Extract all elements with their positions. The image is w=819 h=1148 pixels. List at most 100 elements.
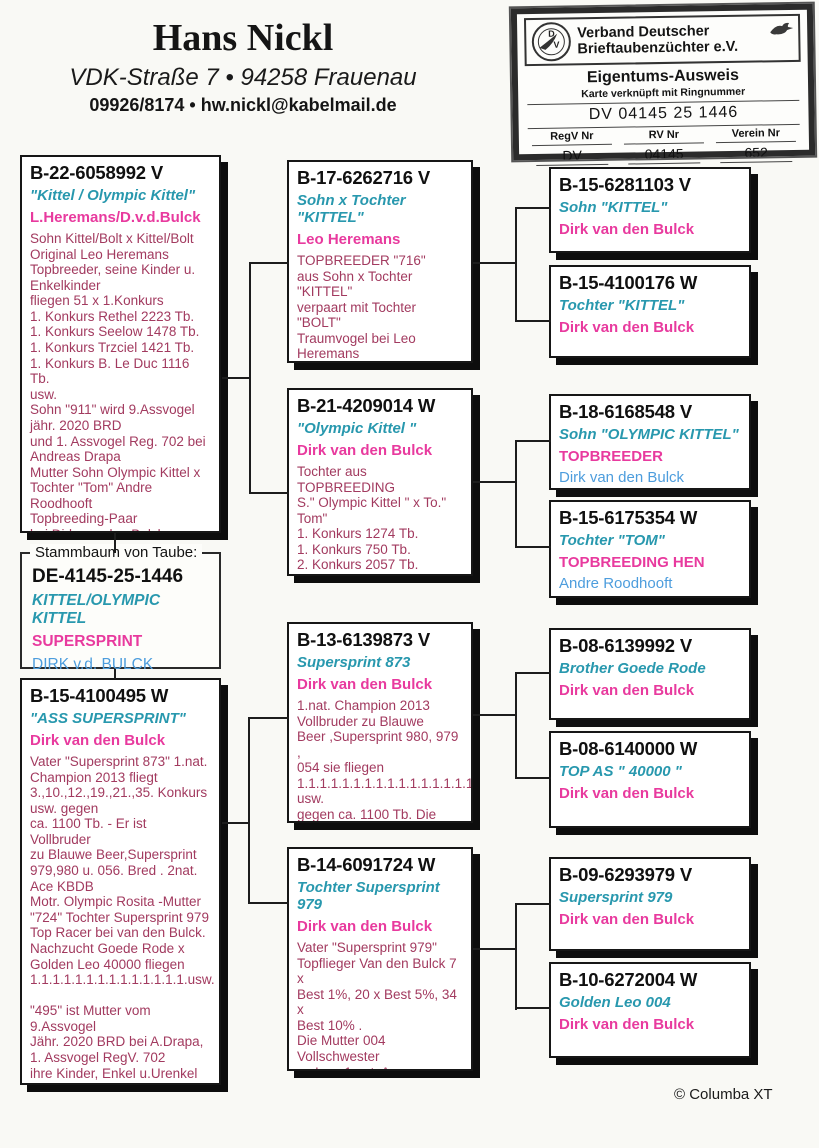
badge-ring-number: DV 04145 25 1446 — [588, 103, 739, 124]
ring-number: B-08-6139992 V — [559, 635, 692, 656]
connector-line — [515, 903, 551, 905]
connector-line — [515, 440, 517, 548]
pigeon-name: TOP AS " 40000 " — [559, 763, 682, 780]
ring-number: B-15-4100176 W — [559, 272, 698, 293]
pigeon-description: 1.nat. Champion 2013 Vollbruder zu Blauw… — [297, 698, 473, 823]
badge-col-value: 04145 — [627, 143, 701, 165]
pigeon-description: Tochter aus TOPBREEDING S." Olympic Kitt… — [297, 464, 447, 574]
pigeon-name: Supersprint 979 — [559, 889, 673, 906]
connector-line — [515, 903, 517, 1010]
connector-line — [473, 714, 517, 716]
badge-col-value: DV — [535, 144, 609, 167]
badge-col-verein: Verein Nr 652 — [710, 126, 803, 164]
subject-legend: Stammbaum von Taube: — [30, 544, 203, 561]
owner-name: Hans Nickl — [152, 17, 334, 59]
pigeon-name: Supersprint 873 — [297, 654, 411, 671]
connector-line — [473, 948, 517, 950]
pigeon-description: Vater "Supersprint 979" Topflieger Van d… — [297, 940, 457, 1069]
breeder-label: TOPBREEDER — [559, 448, 663, 465]
ring-number: B-15-4100495 W — [30, 685, 169, 706]
pigeon-icon — [770, 22, 794, 35]
badge-organization: Verband Deutscher Brieftaubenzüchter e.V… — [577, 23, 738, 58]
badge-col-rv: RV Nr 04145 — [618, 128, 711, 165]
owner-address: VDK-Straße 7 • 94258 Frauenau — [69, 63, 417, 91]
breeder-name: Dirk van den Bulck — [559, 785, 695, 802]
badge-col-label: RV Nr — [623, 128, 704, 145]
pedigree-box-gen3-5: B-08-6139992 V Brother Goede Rode Dirk v… — [549, 628, 751, 720]
pigeon-name: Sohn "OLYMPIC KITTEL" — [559, 426, 739, 443]
pigeon-description: Sohn Kittel/Bolt x Kittel/Bolt Original … — [30, 231, 206, 531]
breeder-name: Dirk van den Bulck — [559, 319, 695, 336]
connector-line — [248, 717, 250, 904]
connector-line — [249, 492, 289, 494]
subject-pigeon-box: Stammbaum von Taube: DE-4145-25-1446 KIT… — [20, 544, 221, 673]
pigeon-name: Sohn x Tochter "KITTEL" — [297, 192, 406, 226]
connector-line — [222, 822, 250, 824]
connector-line — [222, 377, 250, 379]
breeder-name: Leo Heremans — [297, 231, 401, 248]
pigeon-name: Brother Goede Rode — [559, 660, 706, 677]
connector-line — [473, 481, 517, 483]
pedigree-box-dam: B-15-4100495 W "ASS SUPERSPRINT" Dirk va… — [20, 678, 221, 1085]
pigeon-name: "Olympic Kittel " — [297, 420, 417, 437]
breeder-name: Dirk van den Bulck — [559, 911, 695, 928]
owner-contact: 09926/8174 • hw.nickl@kabelmail.de — [89, 94, 397, 115]
connector-line — [515, 207, 551, 209]
pedigree-box-sire-dam: B-21-4209014 W "Olympic Kittel " Dirk va… — [287, 388, 473, 576]
pedigree-box-gen3-1: B-15-6281103 V Sohn "KITTEL" Dirk van de… — [549, 167, 751, 253]
pigeon-description: Vater "Supersprint 873" 1.nat. Champion … — [30, 754, 215, 1083]
connector-line — [249, 262, 251, 494]
connector-line — [515, 320, 551, 322]
ring-number: B-22-6058992 V — [30, 162, 163, 183]
breeder-name: Dirk van den Bulck — [559, 221, 695, 238]
badge-col-label: RegV Nr — [531, 129, 612, 147]
ring-number: B-21-4209014 W — [297, 395, 436, 416]
pigeon-name: Tochter "KITTEL" — [559, 297, 685, 314]
connector-line — [248, 717, 289, 719]
ring-number: B-10-6272004 W — [559, 969, 698, 990]
badge-col-value: 652 — [719, 141, 793, 164]
pedigree-box-gen3-6: B-08-6140000 W TOP AS " 40000 " Dirk van… — [549, 731, 751, 828]
breeder-name: Dirk van den Bulck — [297, 918, 433, 935]
ring-number: B-15-6175354 W — [559, 507, 698, 528]
connector-line — [515, 672, 551, 674]
dv-club-seal-icon: D V — [531, 22, 571, 62]
breeder-name: Dirk van den Bulck — [559, 1016, 695, 1033]
ring-number: B-14-6091724 W — [297, 854, 436, 875]
connector-line — [114, 669, 116, 679]
breeder-name: Dirk van den Bulck — [297, 676, 433, 693]
ring-number: B-13-6139873 V — [297, 629, 430, 650]
connector-line — [515, 440, 551, 442]
owner-header: Hans Nickl VDK-Straße 7 • 94258 Frauenau… — [28, 17, 458, 116]
connector-line — [515, 1007, 551, 1009]
svg-text:V: V — [553, 40, 559, 50]
pigeon-name: Tochter Supersprint 979 — [297, 879, 440, 913]
pedigree-box-dam-sire: B-13-6139873 V Supersprint 873 Dirk van … — [287, 622, 473, 823]
ownership-badge: D V Verband Deutscher Brieftaubenzüchter… — [508, 1, 818, 167]
software-credit: © Columba XT — [674, 1086, 773, 1103]
subject-ring-number: DE-4145-25-1446 — [32, 566, 184, 587]
pedigree-box-gen3-3: B-18-6168548 V Sohn "OLYMPIC KITTEL" TOP… — [549, 394, 751, 490]
pigeon-name: "ASS SUPERSPRINT" — [30, 710, 186, 727]
ring-number: B-15-6281103 V — [559, 174, 691, 195]
pigeon-name: Tochter "TOM" — [559, 532, 665, 549]
badge-col-regv: RegV Nr DV — [526, 129, 619, 167]
connector-line — [114, 533, 116, 553]
connector-line — [248, 902, 289, 904]
subject-breeder: DIRK v.d. BULCK — [32, 656, 154, 673]
svg-text:D: D — [548, 29, 555, 39]
breeder-name-secondary: Dirk van den Bulck — [559, 469, 685, 486]
pedigree-box-sire: B-22-6058992 V "Kittel / Olympic Kittel"… — [20, 155, 221, 533]
badge-columns: RegV Nr DV RV Nr 04145 Verein Nr 652 — [526, 126, 803, 167]
connector-line — [515, 672, 517, 779]
pigeon-name: "Kittel / Olympic Kittel" — [30, 187, 196, 204]
pigeon-description: TOPBREEDER "716" aus Sohn x Tochter "KIT… — [297, 253, 426, 362]
badge-col-label: Verein Nr — [715, 126, 796, 144]
subject-strain: KITTEL/OLYMPIC KITTEL — [32, 592, 161, 627]
connector-line — [515, 777, 551, 779]
pedigree-box-gen3-8: B-10-6272004 W Golden Leo 004 Dirk van d… — [549, 962, 751, 1058]
badge-header: D V Verband Deutscher Brieftaubenzüchter… — [523, 13, 801, 67]
pedigree-box-gen3-7: B-09-6293979 V Supersprint 979 Dirk van … — [549, 857, 751, 951]
badge-org-line2: Brieftaubenzüchter e.V. — [577, 38, 739, 58]
